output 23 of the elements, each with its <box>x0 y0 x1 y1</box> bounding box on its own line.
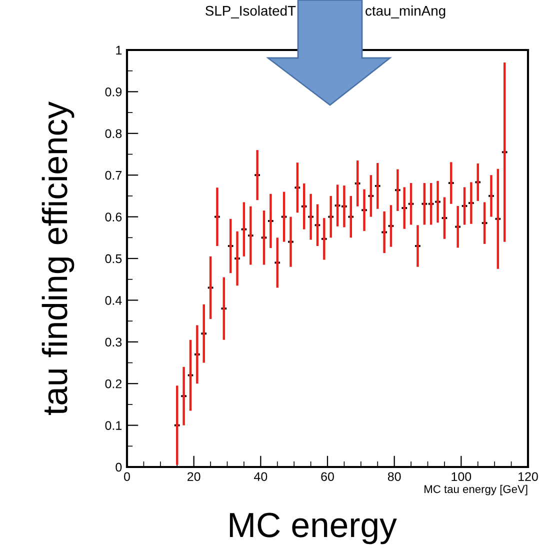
x-tick-label: 0 <box>124 472 130 482</box>
chart-title: SLP_IsolatedT <box>206 6 296 18</box>
y-tick-label: 0 <box>116 462 122 472</box>
y-tick-label: 0.9 <box>105 88 122 96</box>
y-tick-label: 0.4 <box>105 296 122 305</box>
y-axis-title: tau finding efficiency <box>42 102 74 415</box>
y-tick-label: 0.5 <box>105 254 122 264</box>
x-tick-label: 60 <box>321 472 334 482</box>
text: ctau_minAng <box>366 6 446 18</box>
y-tick-label: 1 <box>116 46 122 55</box>
text: MC energy <box>230 512 397 544</box>
y-tick-label: 0.2 <box>105 379 122 388</box>
x-tick-label: 80 <box>388 472 401 482</box>
x-tick-label: 20 <box>188 472 200 482</box>
y-tick-label: 0.3 <box>105 338 122 347</box>
x-tick-label: 100 <box>452 472 472 482</box>
y-tick-label: 0.7 <box>105 170 122 180</box>
y-tick-label: 0.1 <box>105 421 122 430</box>
y-tick-label: 0.8 <box>105 129 122 138</box>
y-tick-label: 0.6 <box>105 212 122 222</box>
x-axis-title: MC tau energy [GeV] <box>424 484 528 496</box>
x-tick-label: 120 <box>518 472 538 482</box>
x-tick-label: 40 <box>254 472 268 482</box>
